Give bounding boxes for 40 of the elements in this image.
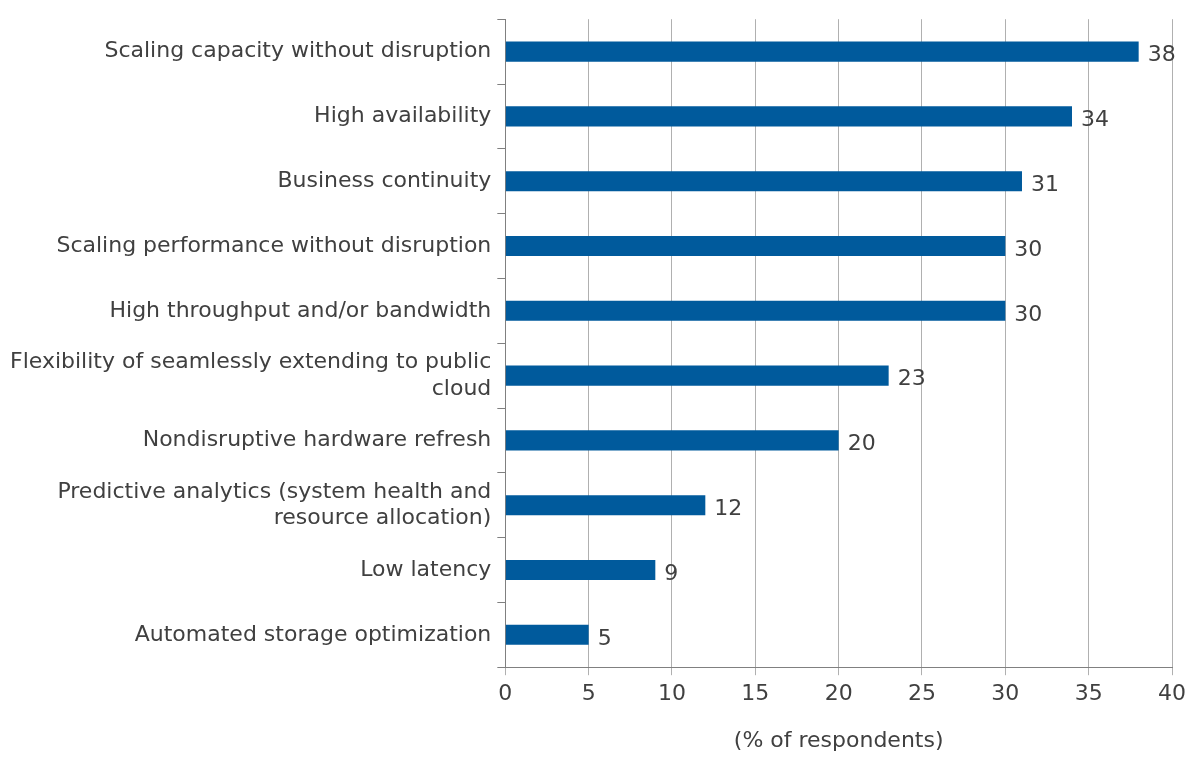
x-tick-label: 40 xyxy=(1158,680,1186,706)
bar xyxy=(505,559,656,581)
y-tick-label: High availability xyxy=(314,102,492,128)
data-label: 5 xyxy=(597,624,612,650)
data-label: 34 xyxy=(1081,106,1109,132)
data-label: 12 xyxy=(714,494,743,520)
y-tick-label: Nondisruptive hardware refresh xyxy=(142,426,492,452)
bar xyxy=(505,300,1006,321)
data-label: 38 xyxy=(1147,41,1176,67)
y-tick-label: Automated storage optimization xyxy=(134,620,492,646)
data-label: 20 xyxy=(847,430,876,456)
x-axis-title: (% of respondents) xyxy=(733,726,944,752)
bar xyxy=(505,624,589,645)
x-tick-label: 5 xyxy=(581,680,596,706)
bar xyxy=(505,41,1139,62)
bar xyxy=(505,171,1022,192)
x-tick-label: 15 xyxy=(741,680,770,706)
x-tick-label: 30 xyxy=(991,680,1020,706)
y-tick-label: Scaling capacity without disruption xyxy=(104,37,492,63)
x-tick-label: 0 xyxy=(498,680,513,706)
bar xyxy=(505,365,889,386)
y-tick-label: Scaling performance without disruption xyxy=(56,231,492,257)
data-label: 31 xyxy=(1031,170,1059,196)
y-tick-label: Flexibility of seamlessly extending to public cloud xyxy=(9,348,492,400)
x-tick-label: 10 xyxy=(657,680,686,706)
y-tick-label: Low latency xyxy=(360,555,492,581)
x-tick-label: 35 xyxy=(1074,680,1103,706)
bar xyxy=(505,106,1072,127)
x-tick-label: 20 xyxy=(824,680,853,706)
data-label: 30 xyxy=(1014,300,1043,326)
bar xyxy=(505,235,1006,257)
bar xyxy=(505,495,706,516)
bar xyxy=(505,430,839,451)
y-tick-label: Predictive analytics (system health and resource allocation) xyxy=(57,477,492,530)
data-label: 30 xyxy=(1014,235,1043,261)
data-label: 23 xyxy=(897,365,926,391)
data-label: 9 xyxy=(664,559,679,585)
x-tick-label: 25 xyxy=(907,680,936,706)
y-tick-label: High throughput and/or bandwidth xyxy=(109,296,492,322)
y-tick-label: Business continuity xyxy=(277,166,492,192)
